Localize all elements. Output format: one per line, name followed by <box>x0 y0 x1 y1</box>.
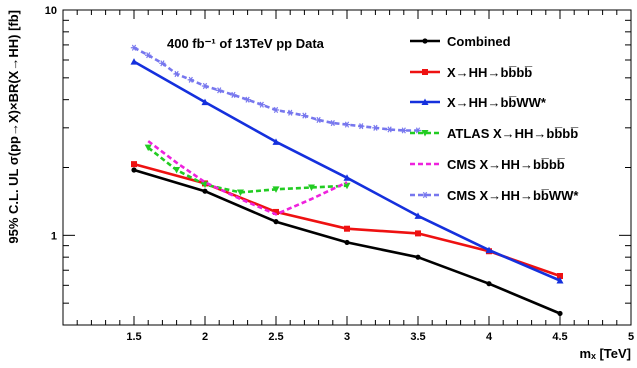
x-tick-label: 3.5 <box>410 331 425 343</box>
data-point <box>414 212 422 219</box>
data-point <box>130 58 138 65</box>
legend-marker <box>421 98 429 105</box>
series-layer <box>130 44 564 317</box>
data-point <box>173 70 180 78</box>
legend-label: X→HH→bb̅WW* <box>447 95 547 110</box>
x-tick-label: 3 <box>344 331 350 343</box>
tick-labels: 1.5 2 2.5 3 3.5 4 4.5 5 1 10 <box>45 5 634 343</box>
data-point <box>301 112 308 119</box>
plot-frame <box>62 9 632 326</box>
data-point <box>343 174 351 181</box>
y-tick-label: 1 <box>51 230 57 242</box>
data-point <box>344 225 350 232</box>
data-point <box>343 182 351 190</box>
legend-marker <box>421 191 429 199</box>
data-point <box>485 246 493 254</box>
legend-marker <box>421 130 429 137</box>
data-point <box>415 254 421 260</box>
data-point <box>400 127 407 134</box>
data-point <box>131 167 137 173</box>
data-point <box>144 144 152 152</box>
data-point <box>159 60 166 67</box>
x-tick-label: 1.5 <box>126 331 141 343</box>
series-0 <box>131 167 563 317</box>
data-point <box>216 87 223 94</box>
data-point <box>556 277 564 284</box>
legend-item: ATLAS X→HH→bb̅bb̅ <box>410 126 579 141</box>
data-point <box>329 119 336 127</box>
data-point <box>131 161 137 168</box>
data-point <box>557 310 563 317</box>
data-point <box>386 126 393 133</box>
data-point <box>201 98 209 106</box>
series-5 <box>130 44 422 134</box>
data-point <box>273 208 279 215</box>
legend-item: X→HH→bb̅WW* <box>410 95 547 110</box>
legend-label: CMS X→HH→bb̅WW* <box>447 188 579 203</box>
legend-label: X→HH→bb̅bb̅ <box>447 65 533 80</box>
data-point <box>415 230 421 237</box>
legend: Combined X→HH→bb̅bb̅ X→HH→bb̅WW* ATLAS X→HH… <box>410 34 579 203</box>
data-point <box>486 281 492 287</box>
legend-label: ATLAS X→HH→bb̅bb̅ <box>447 126 579 141</box>
data-point <box>145 52 152 59</box>
legend-item: Combined <box>410 34 511 49</box>
legend-item: CMS X→HH→bb̅bb̅ <box>410 157 565 172</box>
x-tick-label: 2 <box>202 331 208 343</box>
x-tick-label: 4.5 <box>552 331 567 343</box>
data-point <box>315 116 322 124</box>
series-2 <box>130 58 564 284</box>
y-axis-title: 95% C.L. UL σ(pp→X)×BR(X→HH) [fb] <box>6 10 21 244</box>
chart-annotation: 400 fb⁻¹ of 13TeV pp Data <box>167 36 325 51</box>
legend-marker <box>422 69 428 75</box>
data-point <box>273 219 279 225</box>
data-point <box>272 186 280 193</box>
data-point <box>173 166 181 174</box>
data-point <box>202 188 208 194</box>
data-point <box>258 101 265 108</box>
data-point <box>343 121 351 128</box>
series-3 <box>144 144 351 196</box>
data-point <box>201 82 209 90</box>
legend-label: CMS X→HH→bb̅bb̅ <box>447 157 565 172</box>
data-point <box>237 189 244 196</box>
legend-marker <box>422 38 428 44</box>
y-tick-label: 10 <box>45 5 57 17</box>
data-point <box>358 123 365 130</box>
x-tick-label: 4 <box>486 331 493 343</box>
data-point <box>272 138 280 145</box>
series-line <box>147 140 348 216</box>
data-point <box>372 124 379 131</box>
x-tick-label: 5 <box>628 331 634 343</box>
data-point <box>287 109 294 116</box>
data-point <box>230 91 237 98</box>
data-point <box>244 96 251 103</box>
legend-item: CMS X→HH→bb̅WW* <box>410 188 579 203</box>
legend-label: Combined <box>447 34 511 49</box>
data-point <box>187 76 194 83</box>
data-point <box>344 239 350 246</box>
data-point <box>557 272 563 279</box>
series-4 <box>147 140 348 216</box>
x-axis-title: mₓ [TeV] <box>580 346 631 361</box>
legend-item: X→HH→bb̅bb̅ <box>410 65 533 80</box>
data-point <box>130 44 138 51</box>
x-tick-label: 2.5 <box>268 331 283 343</box>
data-point <box>308 184 315 192</box>
data-point <box>272 106 280 114</box>
